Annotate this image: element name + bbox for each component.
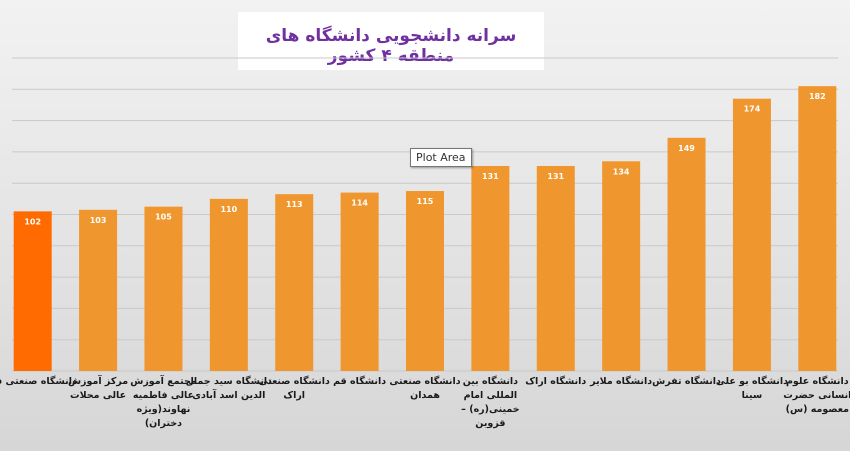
bar[interactable] [667, 137, 706, 371]
category-label: مرکز آموزش [68, 374, 128, 387]
category-label: عالی محلات [70, 390, 126, 401]
bar[interactable] [340, 192, 379, 371]
category-label: نهاوند(ویژه [137, 404, 191, 415]
category-label: اراک [283, 390, 305, 401]
category-label: دختران) [145, 418, 182, 429]
category-labels: دانشگاه صنعتی قممرکز آموزش عالی محلات مجتم… [0, 374, 850, 429]
bar-value-label: 134 [613, 167, 630, 176]
bar-value-label: 102 [24, 217, 41, 226]
category-label: عالی فاطمیه [133, 390, 194, 401]
bar[interactable] [536, 165, 575, 371]
bar-value-label: 131 [482, 172, 499, 181]
bars [13, 86, 837, 372]
chart-title: سرانه دانشجویی دانشگاه های منطقه ۴ کشور [265, 26, 517, 66]
bar[interactable] [79, 209, 118, 371]
category-label: قزوین [475, 418, 505, 429]
bar-value-label: 115 [417, 197, 434, 206]
bar-value-label: 113 [286, 200, 303, 209]
category-label: دانشگاه علوم [786, 375, 849, 387]
bar[interactable] [471, 165, 510, 371]
category-label: الدین اسد آبادی [192, 388, 265, 401]
bar-value-label: 131 [547, 172, 564, 181]
bar[interactable] [798, 86, 837, 372]
category-label: مجتمع آموزش [130, 374, 197, 387]
bar[interactable] [732, 98, 771, 371]
plot-area-tooltip: Plot Area [410, 148, 472, 167]
category-label: المللی امام [464, 390, 518, 401]
category-label: دانشگاه تفرش [652, 375, 721, 387]
bar[interactable] [144, 206, 183, 371]
data-labels: 102 103 105 110 113 114 115 131 131 134 149 174 182 [24, 92, 825, 226]
category-label: دانشگاه اراک [525, 375, 586, 387]
bar[interactable] [275, 194, 314, 371]
category-label: دانشگاه قم [333, 375, 386, 387]
bar-value-label: 114 [351, 199, 368, 208]
bar-value-label: 103 [90, 216, 107, 225]
category-label: انسانی حضرت [783, 390, 850, 401]
bar[interactable] [406, 191, 444, 371]
category-label: همدان [410, 390, 440, 401]
category-label: دانشگاه بین [463, 375, 518, 387]
category-label: دانشگاه بو علی [716, 375, 788, 387]
bar[interactable] [13, 211, 52, 371]
bar-value-label: 105 [155, 213, 172, 222]
category-label: دانشگاه صنعتی [259, 375, 330, 387]
bar-value-label: 182 [809, 92, 826, 101]
category-label: دانشگاه صنعتی [389, 375, 460, 387]
category-label: دانشگاه ملایر [589, 375, 652, 387]
bar-value-label: 149 [678, 144, 695, 153]
bar[interactable] [602, 161, 641, 371]
category-label: سینا [742, 390, 763, 401]
bar[interactable] [209, 198, 248, 371]
bar-value-label: 174 [744, 105, 761, 114]
category-label: معصومه (س) [786, 404, 849, 415]
bar-value-label: 110 [220, 205, 237, 214]
chart-title-box: سرانه دانشجویی دانشگاه های منطقه ۴ کشور [238, 12, 544, 70]
category-label: خمینی(ره) – [461, 404, 519, 415]
category-label: دانشگاه سید جمال [186, 375, 273, 387]
category-label: دانشگاه صنعتی قم [0, 375, 77, 387]
